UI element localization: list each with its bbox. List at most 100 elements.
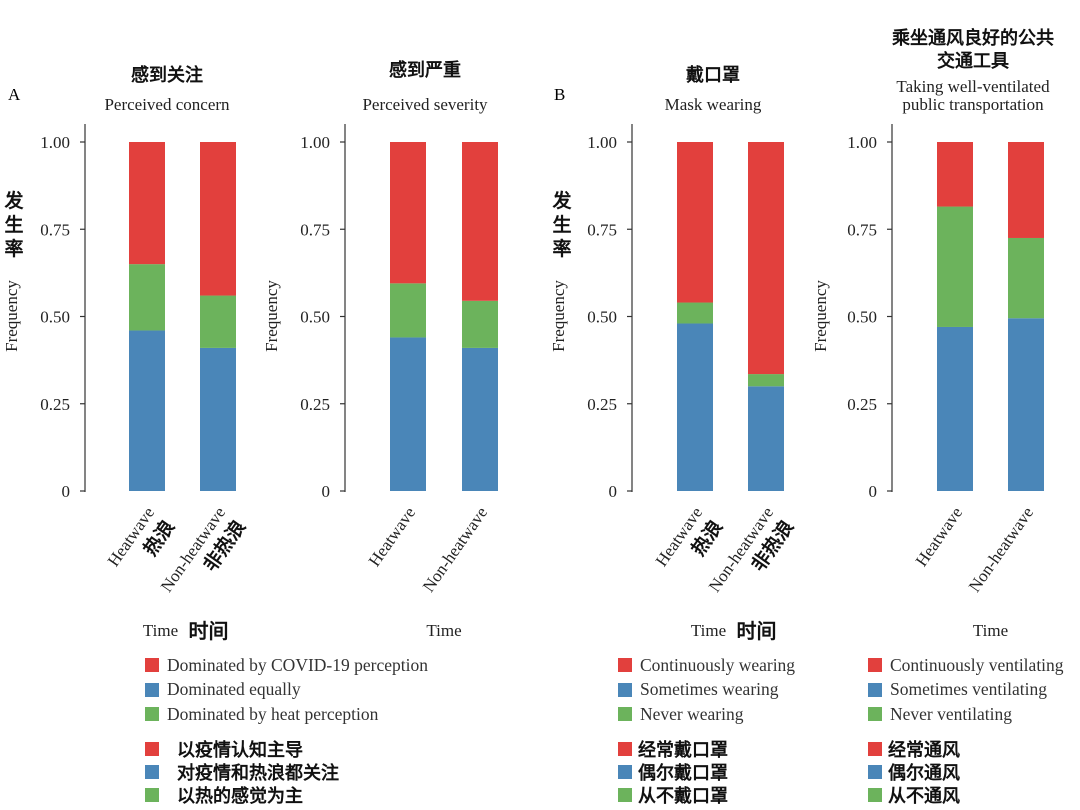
legend-swatch-blue	[618, 682, 632, 697]
y-tick-label: 1.00	[300, 133, 330, 152]
y-tick-label: 0.50	[847, 308, 877, 327]
legend-label: 经常戴口罩	[638, 740, 728, 761]
legend-a: Dominated by COVID-19 perception Dominat…	[145, 653, 428, 807]
legend-item: 经常戴口罩	[618, 738, 795, 761]
chart-title: Taking well-ventilated	[896, 77, 1050, 96]
chart-title: public transportation	[902, 95, 1044, 114]
legend-item: 从不戴口罩	[618, 784, 795, 807]
y-tick-label: 0.75	[847, 220, 877, 239]
legend-item: Dominated by heat perception	[145, 702, 428, 727]
bar-segment	[677, 323, 713, 491]
legend-swatch-green	[145, 788, 159, 802]
bar-segment	[129, 330, 165, 491]
legend-swatch-red	[618, 742, 632, 756]
y-tick-label: 0.25	[587, 395, 617, 414]
chart-group: 0 0.25 0.50 0.75 1.00 感到关注 Perceived concern Fr…	[2, 27, 1054, 643]
chart-title: Mask wearing	[665, 95, 762, 114]
legend-item: Never ventilating	[868, 702, 1064, 727]
legend-swatch-red	[145, 658, 159, 673]
x-axis-label: Time	[426, 621, 461, 640]
chart-title-zh: 乘坐通风良好的公共	[891, 27, 1054, 49]
bar-segment	[200, 347, 236, 491]
bar-segment	[937, 142, 973, 207]
legend-item: 偶尔戴口罩	[618, 761, 795, 784]
bar-segment	[390, 283, 426, 338]
y-tick-label: 0.25	[40, 395, 70, 414]
legend-label: Dominated by heat perception	[167, 703, 379, 724]
legend-label: 以疫情认知主导	[177, 740, 303, 761]
legend-item: 以疫情认知主导	[145, 738, 428, 761]
legend-swatch-red	[868, 742, 882, 756]
chart-title-zh: 戴口罩	[686, 64, 740, 86]
x-axis-label: Time	[691, 621, 726, 640]
panel-letter-a: A	[8, 85, 21, 104]
legend-label: Sometimes ventilating	[890, 679, 1047, 700]
legend-label: Never wearing	[640, 703, 744, 724]
y-tick-label: 1.00	[40, 133, 70, 152]
legend-label: 经常通风	[888, 740, 960, 761]
y-axis-label: Frequency	[262, 280, 281, 352]
y-tick-label: 0.75	[40, 220, 70, 239]
legend-label: Dominated equally	[167, 679, 301, 700]
y-axis-label-zh: 率	[552, 237, 571, 260]
x-tick-label: Heatwave	[365, 503, 420, 570]
legend-label: 以热的感觉为主	[177, 786, 303, 807]
legend-item: Dominated by COVID-19 perception	[145, 653, 428, 678]
legend-item: Sometimes wearing	[618, 678, 795, 703]
legend-c: Continuously ventilating Sometimes venti…	[868, 653, 1064, 807]
legend-label: 偶尔戴口罩	[638, 763, 728, 784]
y-axis-label-zh: 发	[3, 189, 24, 212]
y-tick-label: 0.75	[587, 220, 617, 239]
bar-segment	[129, 264, 165, 331]
legend-item: 经常通风	[868, 738, 1064, 761]
x-tick-label: Non-heatwave	[419, 503, 491, 595]
legend-swatch-blue	[145, 682, 159, 697]
bar-segment	[1008, 318, 1044, 491]
bar-segment	[200, 295, 236, 348]
legend-swatch-green	[868, 788, 882, 802]
bar-segment	[129, 142, 165, 265]
legend-label: Continuously wearing	[640, 654, 796, 675]
legend-swatch-red	[145, 742, 159, 756]
legend-swatch-blue	[868, 682, 882, 697]
legend-item: Sometimes ventilating	[868, 678, 1064, 703]
chart-title: Perceived concern	[104, 95, 230, 114]
y-tick-label: 0.50	[300, 308, 330, 327]
x-axis-label-zh: 时间	[737, 619, 777, 643]
bar-segment	[748, 374, 784, 387]
y-tick-label: 0.75	[300, 220, 330, 239]
x-axis-label: Time	[143, 621, 178, 640]
y-tick-label: 0	[609, 482, 618, 501]
y-tick-label: 0.25	[847, 395, 877, 414]
legend-label: Dominated by COVID-19 perception	[167, 654, 428, 675]
legend-item: Continuously wearing	[618, 653, 795, 678]
bar-segment	[748, 386, 784, 491]
legend-swatch-green	[618, 788, 632, 802]
y-axis-label-zh: 发	[551, 189, 572, 212]
x-tick-label: Non-heatwave	[965, 503, 1037, 595]
y-tick-label: 0.50	[587, 308, 617, 327]
bar-segment	[462, 300, 498, 348]
bar-segment	[937, 206, 973, 327]
y-axis-label-zh: 生	[552, 213, 571, 236]
bar-segment	[677, 142, 713, 303]
y-axis-label: Frequency	[2, 280, 21, 352]
legend-swatch-blue	[868, 765, 882, 779]
y-axis-label: Frequency	[811, 280, 830, 352]
y-axis-label: Frequency	[549, 280, 568, 352]
legend-label: Continuously ventilating	[890, 654, 1064, 675]
legend-swatch-red	[618, 658, 632, 673]
legend-label: Sometimes wearing	[640, 679, 779, 700]
legend-swatch-green	[145, 707, 159, 722]
legend-swatch-blue	[145, 765, 159, 779]
chart-title-zh: 交通工具	[937, 50, 1009, 72]
legend-item: 从不通风	[868, 784, 1064, 807]
bar-segment	[390, 337, 426, 491]
legend-item: Never wearing	[618, 702, 795, 727]
bar-segment	[462, 142, 498, 301]
legend-swatch-red	[868, 658, 882, 673]
y-axis-label-zh: 生	[4, 213, 23, 236]
x-axis-label: Time	[973, 621, 1008, 640]
y-tick-label: 0.25	[300, 395, 330, 414]
legend-item: Continuously ventilating	[868, 653, 1064, 678]
